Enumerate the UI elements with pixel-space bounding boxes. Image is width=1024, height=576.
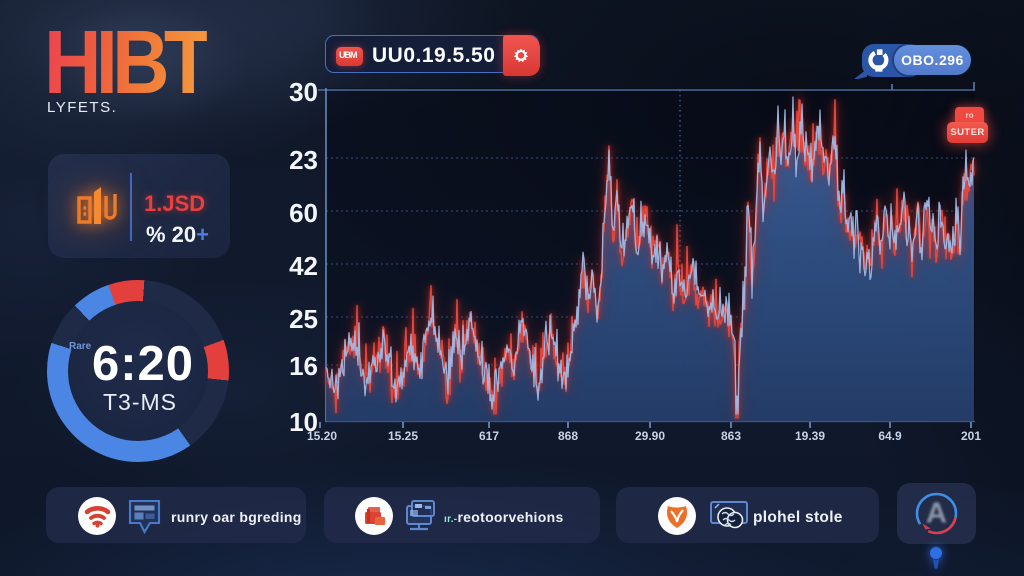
svg-text:10: 10 bbox=[289, 407, 318, 437]
svg-text:42: 42 bbox=[289, 251, 318, 281]
svg-text:29.90: 29.90 bbox=[635, 429, 665, 443]
svg-text:617: 617 bbox=[479, 429, 499, 443]
svg-text:868: 868 bbox=[558, 429, 578, 443]
svg-text:16: 16 bbox=[289, 351, 318, 381]
svg-text:23: 23 bbox=[289, 145, 318, 175]
svg-text:15.25: 15.25 bbox=[388, 429, 418, 443]
svg-text:60: 60 bbox=[289, 198, 318, 228]
svg-text:201: 201 bbox=[961, 429, 981, 443]
svg-text:863: 863 bbox=[721, 429, 741, 443]
svg-text:19.39: 19.39 bbox=[795, 429, 825, 443]
svg-text:15.20: 15.20 bbox=[307, 429, 337, 443]
svg-text:64.9: 64.9 bbox=[878, 429, 902, 443]
svg-text:30: 30 bbox=[289, 77, 318, 107]
svg-text:25: 25 bbox=[289, 304, 318, 334]
svg-text:A: A bbox=[926, 498, 947, 530]
